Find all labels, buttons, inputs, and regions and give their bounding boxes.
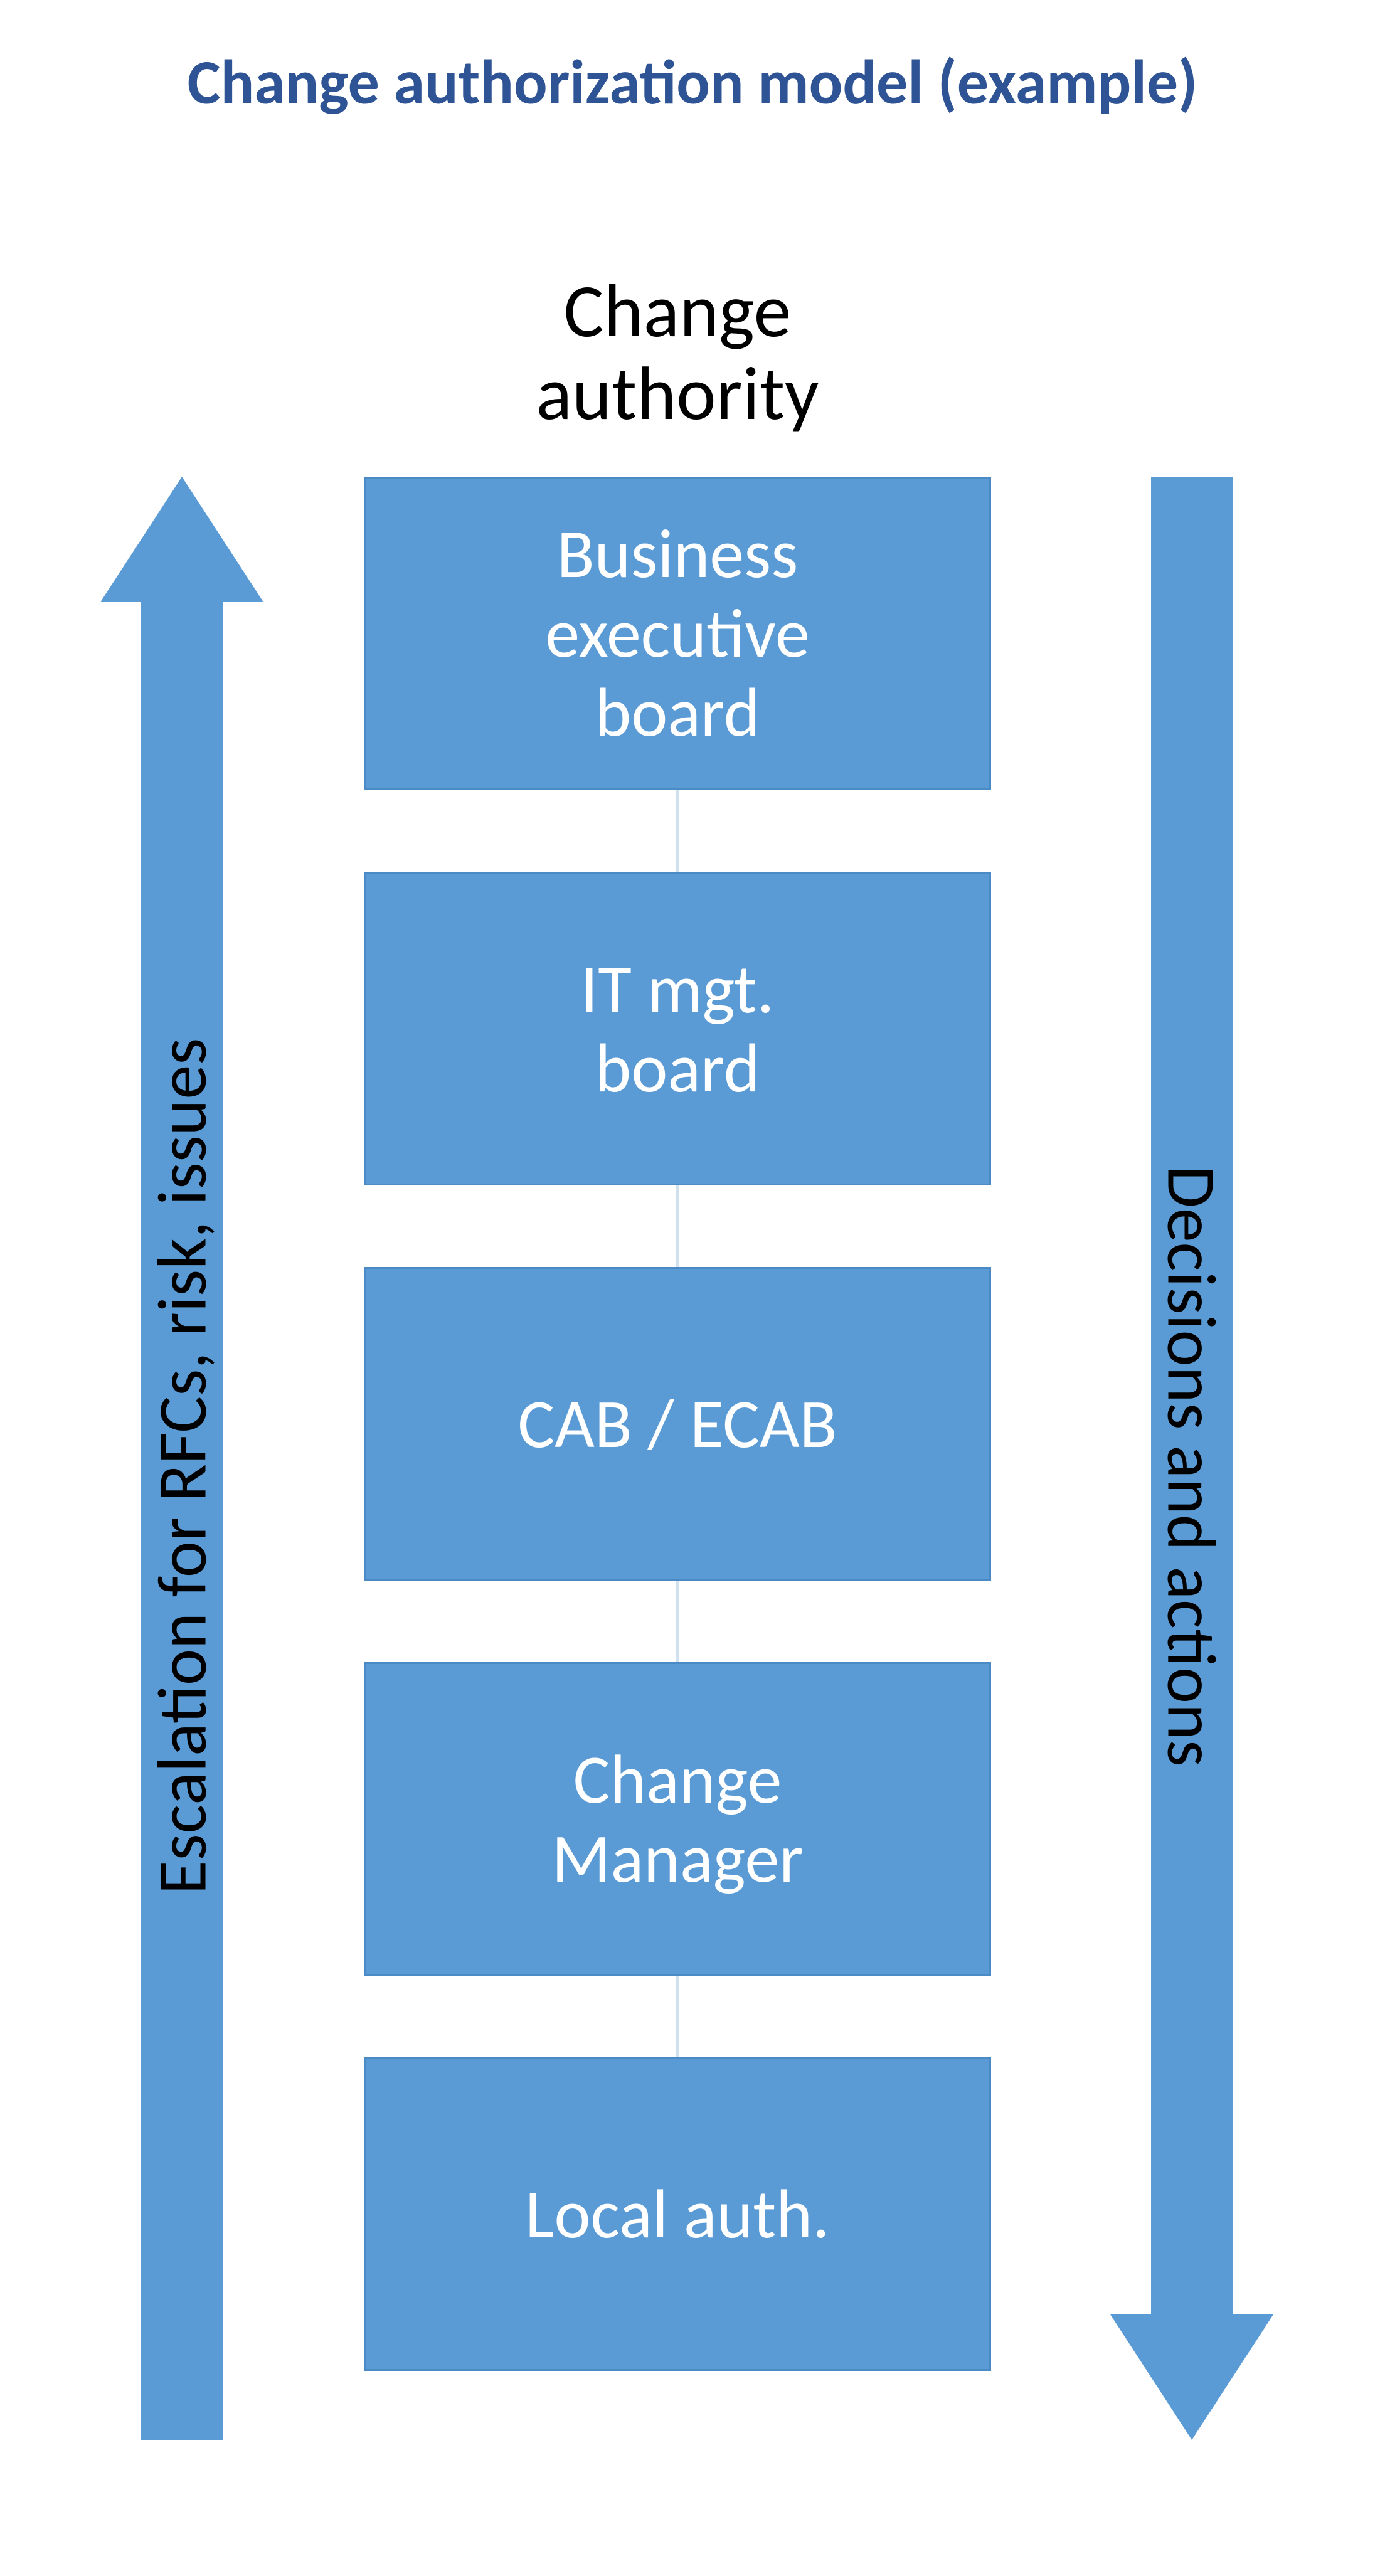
escalation-arrow-head-icon [100, 477, 263, 602]
diagram-title: Change authorization model (example) [0, 44, 1385, 120]
decisions-arrow-label: Decisions and actions [1150, 902, 1234, 2031]
hierarchy-box-cab-ecab: CAB / ECAB [364, 1267, 991, 1581]
column-header-change-authority: Changeauthority [364, 270, 991, 435]
hierarchy-box-business-executive-board: Businessexecutiveboard [364, 477, 991, 790]
connector-line [676, 1976, 679, 2057]
hierarchy-box-it-mgt-board: IT mgt.board [364, 872, 991, 1185]
diagram-canvas: Change authorization model (example) Cha… [0, 0, 1385, 2576]
connector-line [676, 790, 679, 872]
connector-line [676, 1581, 679, 1662]
decisions-arrow-head-icon [1110, 2314, 1273, 2440]
hierarchy-box-change-manager: ChangeManager [364, 1662, 991, 1976]
hierarchy-box-local-auth: Local auth. [364, 2057, 991, 2371]
connector-line [676, 1185, 679, 1267]
escalation-arrow-label: Escalation for RFCs, risk, issues [140, 902, 225, 2031]
